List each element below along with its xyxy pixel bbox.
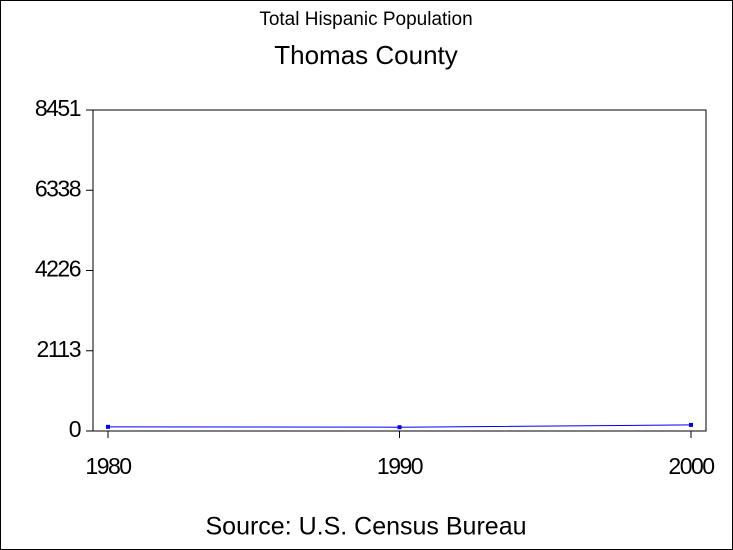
x-tick-label: 2000 [668, 453, 714, 479]
chart-subtitle: Thomas County [274, 40, 458, 70]
data-point [106, 424, 110, 429]
chart-title: Total Hispanic Population [259, 9, 472, 30]
y-tick-label: 4226 [35, 256, 81, 282]
y-tick-label: 2113 [37, 336, 81, 362]
data-point [397, 425, 402, 430]
chart-source: Source: U.S. Census Bureau [206, 513, 527, 541]
y-tick-label: 6338 [35, 175, 81, 201]
y-tick-label: 8451 [35, 95, 81, 121]
x-tick-label: 1980 [85, 453, 131, 479]
y-tick-label: 0 [69, 416, 81, 442]
data-point [689, 422, 693, 427]
x-tick-label: 1990 [377, 453, 423, 479]
